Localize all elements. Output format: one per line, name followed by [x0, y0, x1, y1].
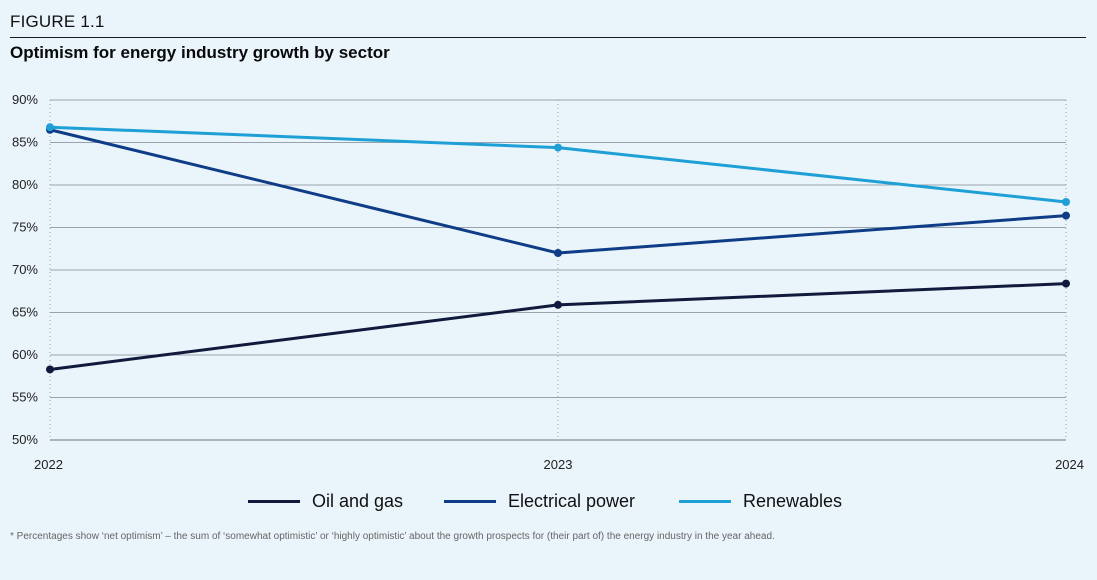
legend-swatch-oil-and-gas [248, 499, 300, 503]
y-axis-ticks: 50% 55% 60% 65% 70% 75% 80% 85% 90% [12, 92, 38, 447]
data-point-renewables-2023 [554, 143, 562, 152]
legend-swatch-electrical-power [444, 499, 496, 503]
y-tick-label-65: 65% [12, 305, 38, 320]
y-tick-label-90: 90% [12, 92, 38, 107]
y-tick-label-70: 70% [12, 262, 38, 277]
figure-label: FIGURE 1.1 [10, 12, 105, 31]
y-tick-label-50: 50% [12, 432, 38, 447]
chart-title: Optimism for energy industry growth by s… [10, 43, 390, 62]
legend-swatch-renewables [679, 499, 731, 503]
data-point-electrical-power-2024 [1062, 211, 1070, 220]
vertical-gridlines [49, 100, 1067, 440]
x-tick-label-2022: 2022 [34, 457, 63, 472]
legend-label-oil-and-gas: Oil and gas [312, 490, 404, 511]
y-tick-label-85: 85% [12, 135, 38, 150]
footnote: * Percentages show ‘net optimism’ – the … [10, 531, 775, 542]
header-divider [10, 37, 1086, 38]
legend-label-electrical-power: Electrical power [508, 490, 636, 511]
y-tick-label-80: 80% [12, 177, 38, 192]
legend: Oil and gas Electrical power Renewables [0, 489, 1097, 513]
legend-item-oil-and-gas: Oil and gas [248, 489, 403, 513]
x-axis-ticks: 2022 2023 2024 [34, 457, 1084, 472]
data-point-oil-and-gas-2024 [1062, 279, 1070, 288]
y-tick-label-60: 60% [12, 347, 38, 362]
x-tick-label-2024: 2024 [1055, 457, 1084, 472]
y-tick-label-55: 55% [12, 390, 38, 405]
series-layer [46, 123, 1070, 374]
data-point-oil-and-gas-2022 [46, 365, 54, 374]
data-point-renewables-2024 [1062, 198, 1070, 206]
y-tick-label-75: 75% [12, 220, 38, 235]
legend-item-electrical-power: Electrical power [444, 489, 635, 513]
x-tick-label-2023: 2023 [544, 457, 573, 472]
data-point-electrical-power-2023 [554, 249, 562, 257]
data-point-oil-and-gas-2023 [554, 300, 562, 309]
legend-label-renewables: Renewables [743, 490, 843, 511]
legend-item-renewables: Renewables [679, 489, 842, 513]
data-point-renewables-2022 [46, 123, 54, 132]
